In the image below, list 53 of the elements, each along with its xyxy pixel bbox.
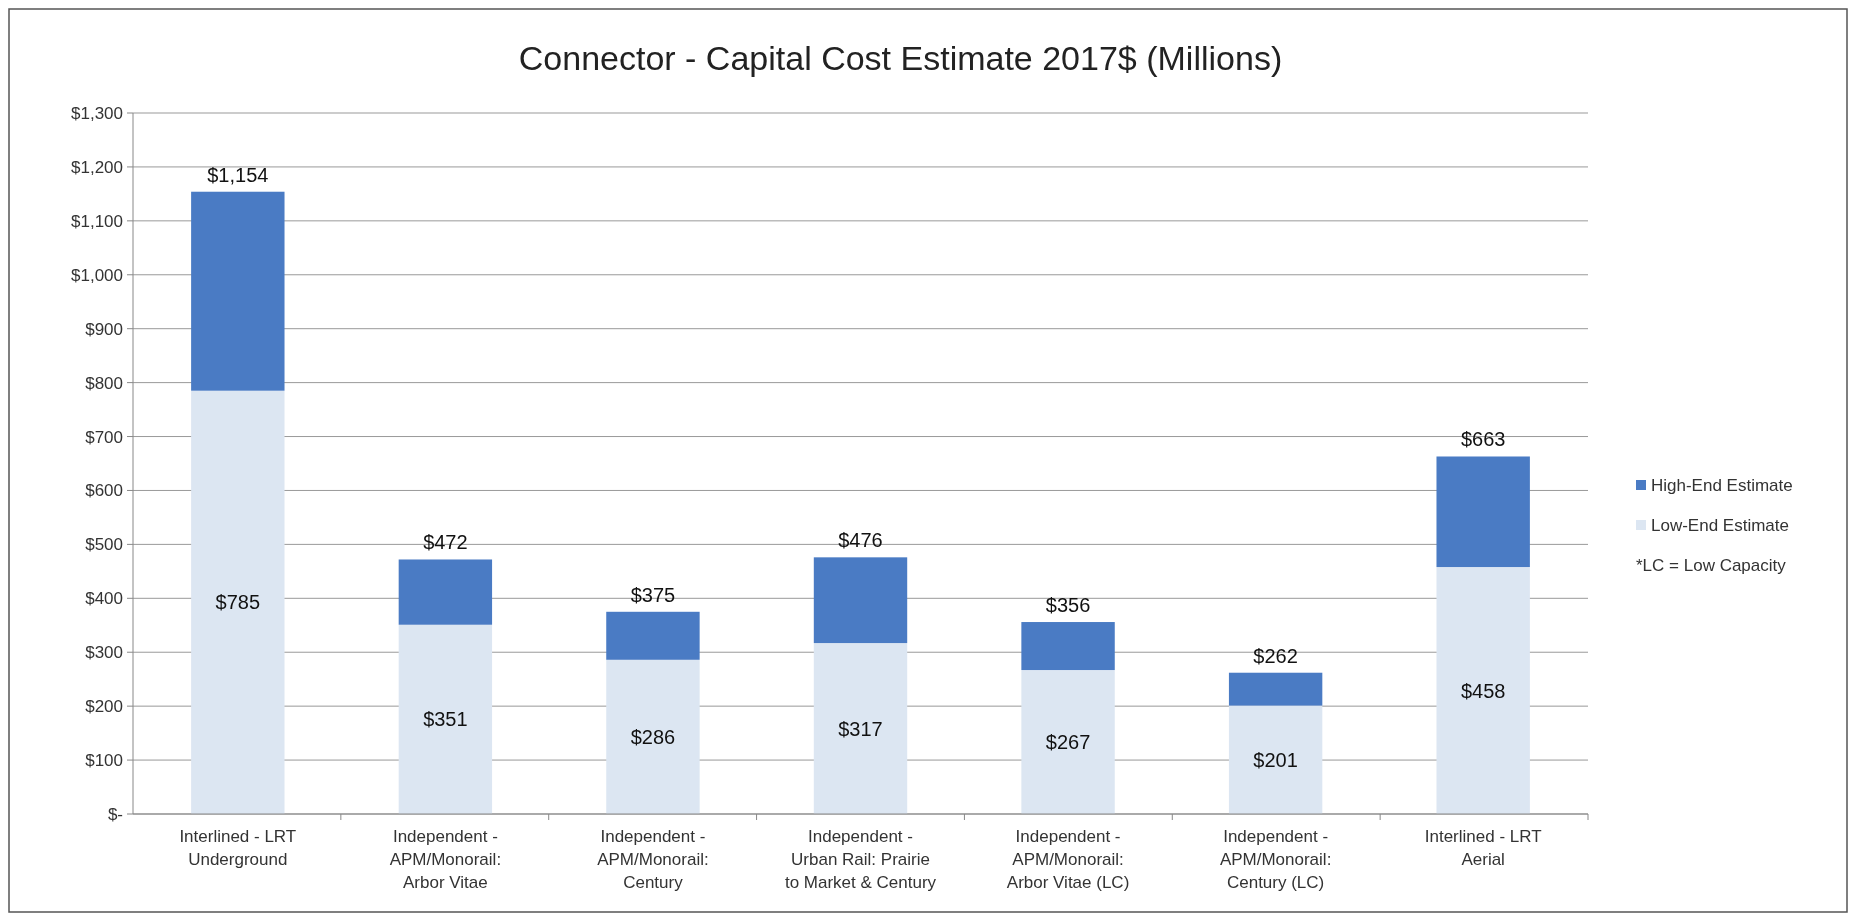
x-tick-label: Independent - APM/Monorail: Arbor Vitae (LC) bbox=[1006, 827, 1130, 892]
bar bbox=[813, 643, 908, 814]
bar bbox=[1021, 670, 1115, 814]
legend-label: Low-End Estimate bbox=[1651, 516, 1789, 535]
y-tick-label: $700 bbox=[85, 427, 123, 447]
y-tick-label: $1,300 bbox=[71, 104, 123, 123]
y-tick-label: $1,000 bbox=[71, 265, 123, 285]
total-label: $476 bbox=[838, 529, 883, 552]
total-label: $663 bbox=[1460, 428, 1506, 451]
x-tick-label: Independent - Urban Rail: Prairie to Market & Century bbox=[784, 827, 937, 892]
chart-title: Connector - Capital Cost Estimate 2017$ (Millions) bbox=[518, 39, 1283, 77]
y-tick-label: $400 bbox=[85, 589, 123, 609]
bar bbox=[398, 624, 493, 814]
total-label: $262 bbox=[1253, 644, 1298, 667]
data-label: $785 bbox=[215, 591, 261, 614]
total-label: $375 bbox=[630, 583, 676, 606]
total-label: $356 bbox=[1045, 594, 1091, 617]
bar bbox=[398, 559, 493, 625]
y-tick-label: $600 bbox=[85, 481, 123, 501]
data-label: $201 bbox=[1253, 748, 1298, 771]
bar bbox=[191, 390, 285, 814]
bar bbox=[1228, 705, 1323, 814]
x-tick-label: Interlined - LRT Underground bbox=[179, 827, 297, 869]
y-tick-label: $300 bbox=[85, 643, 123, 663]
data-label: $317 bbox=[838, 717, 883, 740]
bar bbox=[606, 659, 700, 814]
y-tick-label: $200 bbox=[85, 697, 123, 717]
data-label: $351 bbox=[423, 708, 468, 731]
y-tick-label: $- bbox=[107, 805, 123, 824]
bar bbox=[606, 611, 700, 660]
bar bbox=[1228, 672, 1323, 706]
y-tick-label: $1,200 bbox=[71, 157, 123, 177]
data-label: $286 bbox=[630, 725, 676, 748]
y-tick-label: $100 bbox=[85, 751, 123, 771]
x-tick-label: Interlined - LRT Aerial bbox=[1424, 827, 1542, 869]
total-label: $1,154 bbox=[207, 163, 269, 186]
y-tick-label: $900 bbox=[85, 319, 123, 339]
x-tick-label: Independent - APM/Monorail: Century bbox=[597, 827, 709, 892]
bar bbox=[813, 557, 908, 644]
data-label: $458 bbox=[1460, 679, 1506, 702]
y-tick-label: $500 bbox=[85, 535, 123, 555]
y-tick-label: $800 bbox=[85, 373, 123, 393]
bar bbox=[1021, 622, 1115, 671]
x-tick-label: Independent - APM/Monorail: Arbor Vitae bbox=[389, 827, 502, 892]
total-label: $472 bbox=[423, 531, 468, 554]
legend-label: High-End Estimate bbox=[1651, 476, 1793, 495]
bar bbox=[1436, 456, 1530, 568]
data-label: $267 bbox=[1045, 731, 1091, 754]
x-tick-label: Independent - APM/Monorail: Century (LC) bbox=[1219, 827, 1332, 892]
bar bbox=[191, 191, 285, 391]
y-tick-label: $1,100 bbox=[71, 211, 123, 231]
text: *LC = Low Capacity bbox=[1636, 556, 1787, 575]
bar bbox=[1436, 567, 1530, 814]
